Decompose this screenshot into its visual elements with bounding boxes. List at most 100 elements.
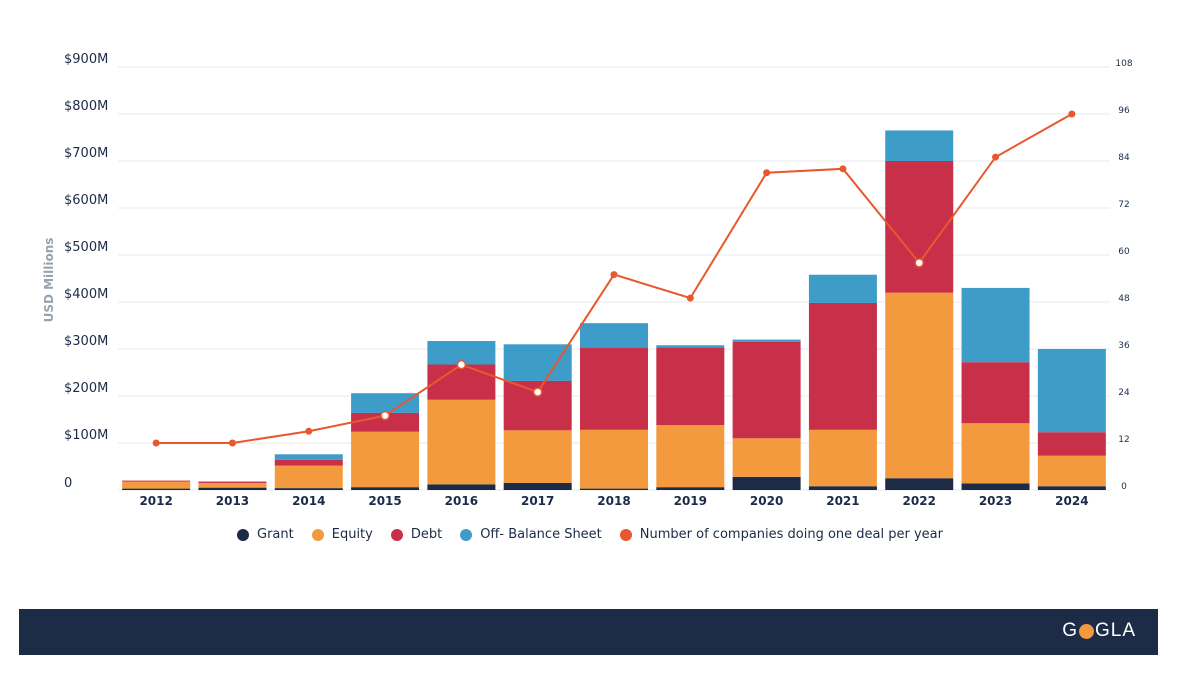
companies-point-2018 [610,271,618,279]
bar-off-balance-sheet-2018 [580,323,648,348]
legend-label-equity: Equity [331,527,373,542]
companies-point-2022 [914,258,924,268]
left-tick-label: $600M [64,193,108,208]
bar-off-balance-sheet-2015 [351,393,420,413]
bar-debt-2020 [732,341,801,439]
right-tick-label: 0 [1121,482,1127,492]
bar-stack-2023 [961,287,1030,490]
bar-off-balance-sheet-2021 [808,274,877,303]
right-tick-label: 108 [1115,59,1132,69]
bar-off-balance-sheet-2019 [656,345,725,348]
left-tick-label: $900M [64,52,108,67]
logo-text-left: G [1062,620,1078,641]
bar-debt-2019 [656,347,725,426]
legend-dot-debt [390,528,403,541]
gogla-logo: G GLA [1062,620,1136,642]
bar-stack-2022 [885,130,954,490]
bar-stack-2016 [427,341,496,490]
right-tick-label: 60 [1118,247,1130,257]
bar-equity-2014 [274,465,343,489]
x-tick-label: 2018 [597,494,630,508]
bar-debt-2024 [1037,432,1106,456]
chart: 0 $100M $200M $300M $400M $500M $600M $700M $800… [42,52,1133,508]
gridlines [118,66,1110,491]
x-tick-label: 2023 [979,494,1012,508]
x-tick-label: 2013 [216,494,249,508]
legend-item-equity: Equity [311,527,373,542]
legend-item-grant: Grant [237,527,294,542]
companies-point-2024 [1068,110,1076,118]
right-tick-label: 24 [1118,388,1130,398]
left-tick-label: $700M [64,146,108,161]
bar-grant-2022 [885,478,954,490]
bar-equity-2021 [808,429,877,487]
bar-grant-2024 [1037,486,1106,490]
bar-debt-2022 [885,161,954,293]
bar-off-balance-sheet-2024 [1037,349,1106,433]
footer-bar: G GLA [19,609,1158,655]
bar-off-balance-sheet-2022 [885,130,954,161]
bar-grant-2023 [961,483,1030,490]
bar-off-balance-sheet-2014 [274,454,343,460]
right-tick-label: 72 [1118,200,1129,210]
bar-grant-2020 [732,476,801,490]
left-axis-ticks: 0 $100M $200M $300M $400M $500M $600M $700M $800… [64,52,108,491]
legend-dot-grant [237,528,249,541]
bar-stack-2018 [580,323,648,490]
bar-equity-2016 [427,399,496,485]
bar-grant-2016 [427,484,496,490]
bar-stack-2019 [656,345,725,490]
legend-dot-equity [311,528,324,541]
bar-stack-2014 [274,454,343,490]
bar-stack-2024 [1037,349,1106,490]
companies-point-2023 [992,153,1000,161]
bar-off-balance-sheet-2020 [732,339,801,342]
bar-equity-2013 [198,482,267,488]
left-tick-label: $300M [64,334,108,349]
bar-equity-2018 [580,429,648,489]
companies-point-2012 [152,439,160,447]
companies-line [152,110,1076,447]
left-tick-label: $800M [64,99,108,114]
right-tick-label: 36 [1118,341,1130,351]
bar-debt-2015 [351,412,420,432]
companies-point-2021 [839,165,847,173]
companies-point-2015 [380,410,390,421]
right-tick-label: 12 [1118,435,1129,445]
bar-equity-2017 [503,430,572,483]
x-tick-label: 2016 [445,494,478,508]
bar-equity-2020 [732,438,801,477]
legend-item-off-balance-sheet: Off- Balance Sheet [460,527,602,542]
bar-equity-2023 [961,423,1030,484]
legend-dot-off-balance-sheet [460,528,473,541]
bar-grant-2019 [656,487,725,490]
x-tick-label: 2022 [903,494,936,508]
right-tick-label: 48 [1118,294,1130,304]
bar-grant-2021 [808,486,877,490]
bar-stack-2017 [503,344,572,490]
y-axis-title: USD Millions [42,238,56,323]
legend: Grant Equity Debt Off- Balance Sheet Num… [0,527,1180,542]
bar-stack-2015 [351,393,420,490]
legend-item-debt: Debt [390,527,442,542]
bar-debt-2023 [961,362,1030,424]
left-tick-label: $500M [64,240,108,255]
x-tick-label: 2024 [1055,494,1088,508]
logo-o-icon [1078,623,1094,639]
x-tick-label: 2015 [368,494,401,508]
companies-point-2014 [305,427,313,435]
right-tick-label: 84 [1118,153,1130,163]
left-tick-label: 0 [64,476,72,491]
legend-item-companies: Number of companies doing one deal per y… [619,527,943,542]
bar-off-balance-sheet-2023 [961,287,1030,363]
legend-label-grant: Grant [257,527,294,542]
bar-stack-2021 [808,274,877,490]
x-tick-label: 2019 [674,494,707,508]
companies-point-2017 [532,387,543,397]
bars [122,130,1106,490]
x-axis-ticks: 2012 2013 2014 2015 2016 2017 2018 2019 2020 2021… [139,494,1088,508]
logo-text-right: GLA [1094,620,1136,641]
companies-point-2016 [456,359,467,370]
companies-point-2019 [686,294,694,302]
bar-debt-2016 [427,364,496,400]
